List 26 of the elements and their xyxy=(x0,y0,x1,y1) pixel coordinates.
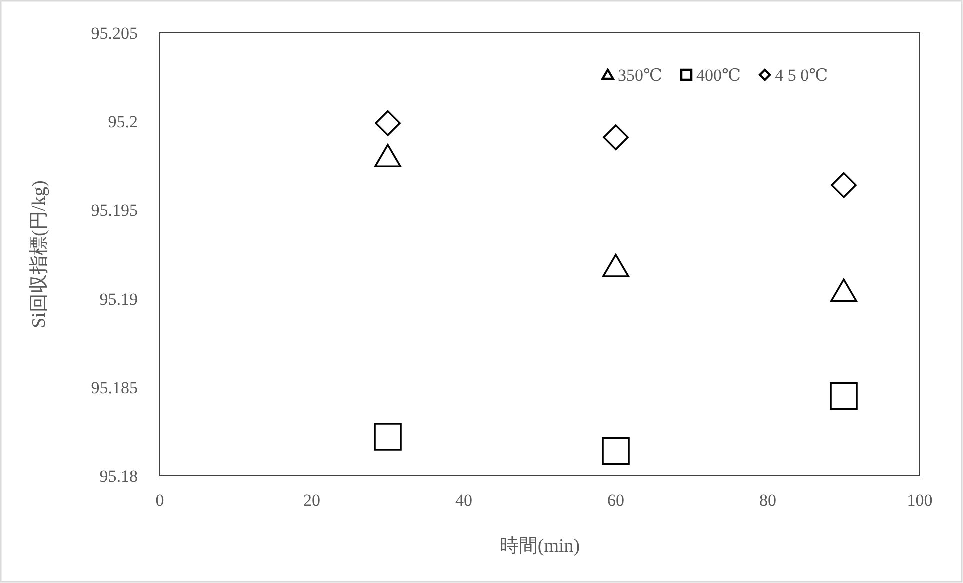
point xyxy=(374,144,402,168)
x-tick-label: 80 xyxy=(760,491,776,510)
y-tick-label: 95.205 xyxy=(91,24,138,43)
legend-label: 400℃ xyxy=(696,66,742,85)
point xyxy=(830,382,858,410)
y-tick-label: 95.185 xyxy=(91,378,138,398)
x-tick-label: 100 xyxy=(907,491,933,510)
x-tick-label: 0 xyxy=(156,491,164,510)
y-tick-label: 95.19 xyxy=(100,290,138,309)
x-tick-label: 60 xyxy=(608,491,624,510)
x-axis-title: 時間(min) xyxy=(500,536,580,557)
x-tick-label: 20 xyxy=(304,491,320,510)
legend-label: 350℃ xyxy=(618,66,663,85)
point xyxy=(602,254,630,278)
y-tick-label: 95.18 xyxy=(100,467,138,486)
point xyxy=(603,124,629,150)
point xyxy=(375,110,401,136)
y-axis-title: Si回収指標(円/kg) xyxy=(29,180,50,328)
y-tick-label: 95.195 xyxy=(91,201,138,220)
x-tick-label: 40 xyxy=(456,491,472,510)
point xyxy=(831,172,857,198)
point xyxy=(602,437,630,466)
point xyxy=(830,278,858,302)
point xyxy=(374,423,402,451)
y-tick-label: 95.2 xyxy=(108,112,138,132)
legend-label: 4 5 0℃ xyxy=(775,66,828,85)
